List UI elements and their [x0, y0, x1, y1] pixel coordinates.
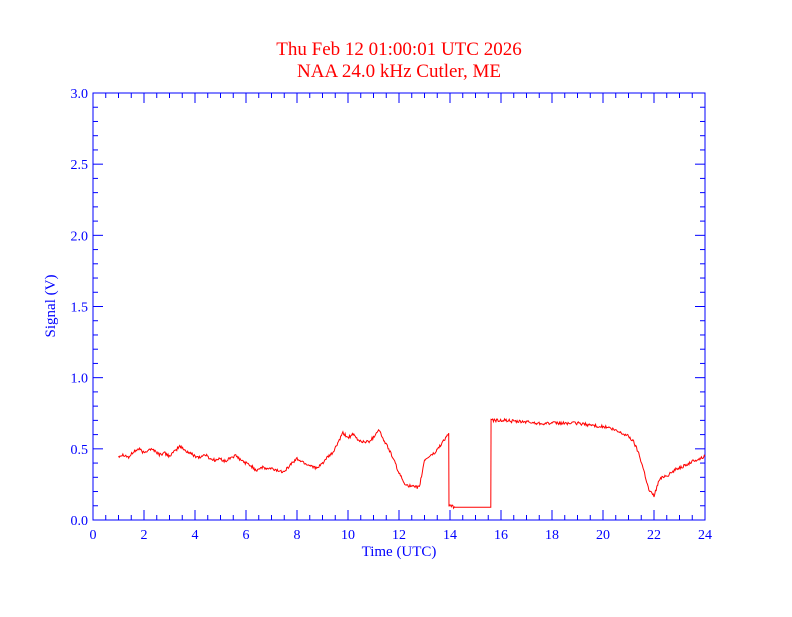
x-tick-label: 8	[294, 528, 301, 543]
y-tick-label: 3.0	[71, 87, 89, 102]
y-axis-label: Signal (V)	[43, 275, 59, 338]
x-tick-label: 18	[545, 528, 559, 543]
x-axis-label: Time (UTC)	[362, 544, 437, 560]
plot-frame	[92, 92, 706, 521]
y-tick-label: 0.0	[71, 514, 89, 529]
y-tick-label: 2.0	[71, 229, 89, 244]
chart-title: Thu Feb 12 01:00:01 UTC 2026	[276, 39, 521, 60]
tick-labels: 0 2 4 6 8 10 12 14 16 18 20 22 240.00.51.01.52.02.53…	[71, 87, 713, 543]
series-layer	[118, 417, 706, 510]
x-tick-label: 24	[698, 528, 712, 543]
y-tick-label: 0.5	[71, 443, 89, 458]
x-tick-label: 14	[443, 528, 457, 543]
x-tick-label: 4	[192, 528, 199, 543]
x-tick-label: 22	[647, 528, 661, 543]
chart-subtitle: NAA 24.0 kHz Cutler, ME	[297, 61, 501, 82]
x-tick-label: 10	[341, 528, 355, 543]
x-tick-label: 6	[243, 528, 250, 543]
axis-ticks	[92, 92, 706, 521]
y-tick-label: 1.0	[71, 372, 89, 387]
y-tick-label: 1.5	[71, 301, 89, 316]
x-tick-label: 20	[596, 528, 610, 543]
signal-series-line	[118, 417, 706, 510]
x-tick-label: 16	[494, 528, 508, 543]
x-tick-label: 12	[392, 528, 406, 543]
x-tick-label: 2	[141, 528, 148, 543]
y-tick-label: 2.5	[71, 158, 89, 173]
x-tick-label: 0	[90, 528, 97, 543]
